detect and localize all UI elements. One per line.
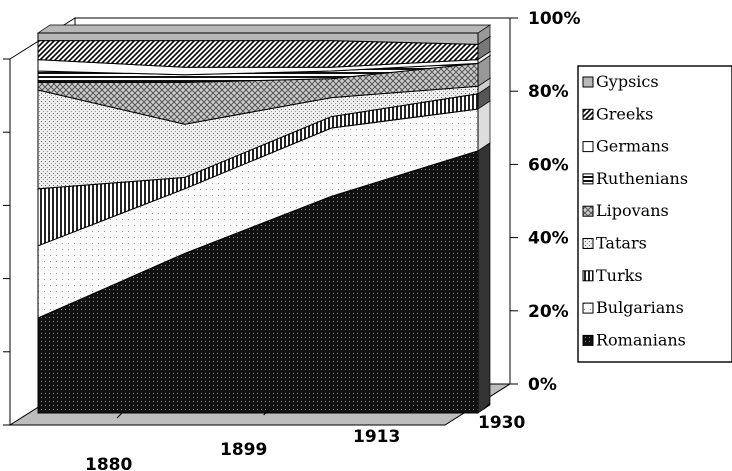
- category-label: 1930: [478, 413, 525, 433]
- legend-label: Germans: [596, 137, 669, 156]
- legend-swatch: [582, 173, 594, 185]
- legend-label: Romanians: [596, 330, 686, 349]
- legend-swatch: [582, 108, 594, 120]
- category-label: 1880: [85, 455, 132, 471]
- value-tick-label: 20%: [528, 302, 569, 322]
- legend-swatch: [582, 270, 594, 282]
- category-tick: [409, 405, 417, 413]
- legend-item: Romanians: [582, 330, 686, 349]
- value-tick-label: 0%: [528, 375, 557, 395]
- value-axis: 0% 20% 40% 60% 80% 100%: [509, 9, 581, 395]
- legend-swatch: [582, 141, 594, 153]
- series-area-greeks: [37, 40, 479, 68]
- category-tick: [263, 408, 271, 416]
- legend-item: Gypsics: [582, 72, 659, 91]
- legend-item: Turks: [582, 266, 643, 285]
- legend-item: Greeks: [582, 104, 653, 123]
- category-axis: 1880 1899 1913 1930: [85, 402, 525, 471]
- series-top-gypsies: [36, 24, 492, 34]
- legend-swatch: [582, 238, 594, 249]
- legend-label: Ruthenians: [596, 169, 688, 188]
- legend-swatch: [582, 205, 594, 217]
- legend-box: [577, 65, 732, 363]
- category-tick: [116, 411, 124, 419]
- category-tick: [483, 402, 491, 410]
- legend-item: Germans: [582, 137, 669, 156]
- series-area-gypsies: [37, 32, 479, 45]
- legend-swatch: [582, 302, 594, 314]
- series-gypsies: [36, 24, 492, 46]
- legend-item: Ruthenians: [582, 169, 688, 188]
- legend-label: Tatars: [596, 234, 647, 253]
- legend-swatch: [582, 76, 594, 88]
- category-label: 1913: [353, 427, 400, 447]
- legend-item: Bulgarians: [582, 298, 684, 317]
- value-tick-label: 40%: [528, 229, 569, 249]
- legend-label: Lipovans: [596, 201, 669, 220]
- category-label: 1899: [220, 440, 267, 460]
- legend-label: Bulgarians: [596, 298, 684, 317]
- legend-label: Greeks: [596, 104, 653, 123]
- left-axis-ticks: [3, 58, 10, 426]
- value-tick-label: 80%: [528, 82, 569, 102]
- legend-item: Lipovans: [582, 201, 669, 220]
- series-side-bulgarians: [477, 100, 491, 152]
- legend: Gypsics Greeks Germans Ruthenians Lipovans Ta…: [582, 72, 688, 349]
- legend-label: Gypsics: [596, 72, 659, 91]
- legend-swatch: [582, 334, 594, 346]
- data-series: [36, 24, 492, 414]
- legend-label: Turks: [596, 266, 643, 285]
- series-side-romanians: [477, 142, 491, 414]
- value-tick-label: 60%: [528, 155, 569, 175]
- legend-item: Tatars: [582, 234, 647, 253]
- value-tick-label: 100%: [528, 9, 581, 29]
